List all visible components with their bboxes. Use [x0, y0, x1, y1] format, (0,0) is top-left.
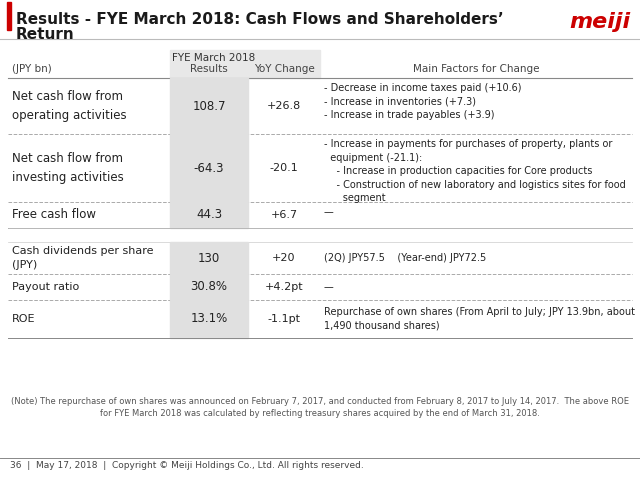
Text: -20.1: -20.1	[269, 163, 298, 173]
Bar	[7, 2, 11, 30]
Text: 44.3: 44.3	[196, 208, 222, 221]
Text: YoY Change: YoY Change	[253, 64, 314, 74]
Text: 13.1%: 13.1%	[190, 312, 228, 325]
Bar	[170, 274, 248, 300]
Text: Net cash flow from
investing activities: Net cash flow from investing activities	[12, 153, 124, 183]
Bar	[170, 242, 248, 274]
Text: (JPY bn): (JPY bn)	[12, 64, 52, 74]
Text: Results: Results	[190, 64, 228, 74]
Bar	[170, 202, 248, 228]
Text: 30.8%: 30.8%	[191, 280, 227, 293]
Text: meiji: meiji	[569, 12, 630, 32]
Text: 108.7: 108.7	[192, 99, 226, 112]
Text: 130: 130	[198, 252, 220, 264]
Bar	[170, 78, 248, 134]
Text: +4.2pt: +4.2pt	[265, 282, 303, 292]
Text: Main Factors for Change: Main Factors for Change	[413, 64, 540, 74]
Text: -64.3: -64.3	[194, 161, 224, 175]
Text: (Note) The repurchase of own shares was announced on February 7, 2017, and condu: (Note) The repurchase of own shares was …	[11, 396, 629, 418]
Text: Repurchase of own shares (From April to July; JPY 13.9bn, about
1,490 thousand s: Repurchase of own shares (From April to …	[324, 307, 635, 331]
Text: (2Q) JPY57.5    (Year-end) JPY72.5: (2Q) JPY57.5 (Year-end) JPY72.5	[324, 253, 486, 263]
Text: —: —	[324, 207, 333, 217]
Text: Results - FYE March 2018: Cash Flows and Shareholders’: Results - FYE March 2018: Cash Flows and…	[16, 12, 504, 27]
Text: 36  |  May 17, 2018  |  Copyright © Meiji Holdings Co., Ltd. All rights reserved: 36 | May 17, 2018 | Copyright © Meiji Ho…	[10, 461, 364, 470]
Text: +26.8: +26.8	[267, 101, 301, 111]
Text: +20: +20	[272, 253, 296, 263]
Bar	[170, 300, 248, 338]
Text: ROE: ROE	[12, 314, 35, 324]
Text: Free cash flow: Free cash flow	[12, 208, 96, 221]
Bar	[170, 134, 248, 202]
Text: - Decrease in income taxes paid (+10.6)
- Increase in inventories (+7.3)
- Incre: - Decrease in income taxes paid (+10.6) …	[324, 83, 522, 120]
Text: Return: Return	[16, 27, 75, 42]
Text: FYE March 2018: FYE March 2018	[172, 53, 255, 63]
Text: - Increase in payments for purchases of property, plants or
  equipment (-21.1):: - Increase in payments for purchases of …	[324, 139, 626, 204]
Bar	[170, 50, 320, 78]
Text: +6.7: +6.7	[271, 210, 298, 220]
Text: Cash dividends per share
(JPY): Cash dividends per share (JPY)	[12, 246, 154, 270]
Text: Net cash flow from
operating activities: Net cash flow from operating activities	[12, 91, 127, 121]
Text: —: —	[324, 282, 333, 292]
Text: -1.1pt: -1.1pt	[268, 314, 301, 324]
Text: Payout ratio: Payout ratio	[12, 282, 79, 292]
